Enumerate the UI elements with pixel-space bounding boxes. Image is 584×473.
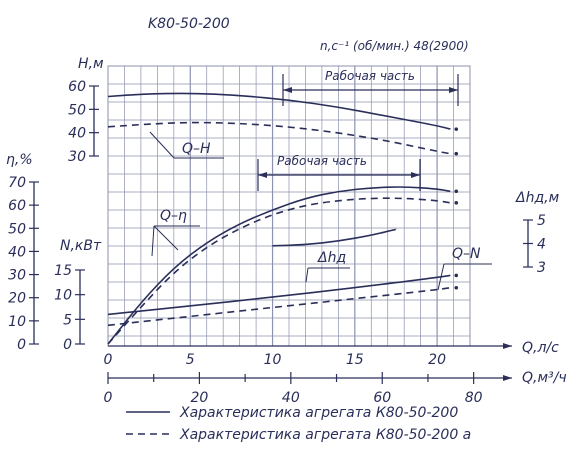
h-axis-tick-label: 60 bbox=[68, 79, 86, 95]
h-axis-tick-label: 40 bbox=[68, 126, 86, 142]
eta-axis-title: η,% bbox=[6, 152, 33, 168]
callout-dh-leader bbox=[305, 267, 309, 283]
callout-qeta-leader bbox=[153, 225, 179, 251]
npsh-axis-tick-label: 5 bbox=[537, 213, 546, 229]
working-zone-h-a-label: Рабочая часть bbox=[277, 154, 367, 168]
series-q-solid-line bbox=[107, 186, 451, 345]
eta-axis-tick-label: 50 bbox=[8, 221, 26, 237]
callout-qh-label: Q–H bbox=[182, 141, 211, 157]
callout-qn-label: Q–N bbox=[452, 246, 481, 262]
h-axis-tick-label: 30 bbox=[68, 149, 86, 165]
callout-qn-leader bbox=[437, 263, 445, 291]
working-zone-h-arrow-left bbox=[283, 87, 292, 93]
chart-curves bbox=[107, 92, 459, 345]
series-end-point bbox=[454, 189, 459, 194]
x-axis-m3h-tick-label: 20 bbox=[191, 390, 209, 406]
series-qn-solid-line bbox=[107, 274, 451, 316]
working-zone-h-a-arrow-left bbox=[258, 172, 267, 178]
npsh-axis-title: Δhд,м bbox=[515, 190, 560, 206]
x-axis-m3h-arrow bbox=[503, 375, 512, 381]
working-zone-h-a-arrow-right bbox=[411, 172, 420, 178]
eta-axis-tick-label: 20 bbox=[8, 291, 26, 307]
speed-label: n,c⁻¹ (об/мин.) 48(2900) bbox=[320, 39, 469, 53]
x-axis-m3h-tick-label: 40 bbox=[282, 390, 300, 406]
series-qh-solid-line bbox=[107, 92, 452, 130]
callout-qeta-label: Q–η bbox=[160, 208, 187, 224]
n-axis-tick-label: 10 bbox=[54, 288, 72, 304]
n-axis-tick-label: 5 bbox=[63, 312, 72, 328]
chart-legend: Характеристика агрегата К80-50-200 Характ… bbox=[126, 405, 471, 443]
callout-qh-leader bbox=[149, 131, 175, 159]
eta-axis-tick-label: 30 bbox=[8, 268, 26, 284]
npsh-axis-tick-label: 4 bbox=[537, 237, 546, 253]
h-axis-title: H,м bbox=[78, 56, 104, 72]
chart-labels: K80-50-200 n,c⁻¹ (об/мин.) 48(2900) H,м η,%… bbox=[6, 16, 567, 386]
series-end-point bbox=[454, 127, 459, 131]
callout-qeta-leader bbox=[151, 225, 155, 257]
callout-dh-label: Δhд bbox=[317, 250, 346, 266]
x-axis-ls-tick-label: 0 bbox=[104, 352, 113, 368]
x-axis-m3h-tick-label: 0 bbox=[104, 390, 113, 406]
eta-axis-tick-label: 10 bbox=[8, 314, 26, 330]
n-axis-tick-label: 15 bbox=[54, 263, 72, 279]
n-axis-tick-label: 0 bbox=[63, 337, 72, 353]
x-axis-ls-tick-label: 15 bbox=[346, 352, 364, 368]
x-axis-m3h-title: Q,м³/ч bbox=[522, 370, 567, 386]
x-axis-ls-tick-label: 10 bbox=[264, 352, 282, 368]
eta-axis-tick-label: 60 bbox=[8, 198, 26, 214]
series-qh-dashed-line bbox=[107, 121, 451, 155]
series-end-point bbox=[454, 151, 459, 156]
x-axis-ls-title: Q,л/с bbox=[522, 340, 559, 356]
x-axis-m3h-tick-label: 80 bbox=[465, 390, 483, 406]
x-axis-ls-arrow bbox=[503, 343, 512, 349]
series-end-point bbox=[454, 273, 459, 278]
eta-axis-tick-label: 40 bbox=[8, 244, 26, 260]
legend-text-dashed: Характеристика агрегата К80-50-200 а bbox=[179, 427, 471, 443]
h-axis-tick-label: 50 bbox=[68, 102, 86, 118]
npsh-axis-tick-label: 3 bbox=[537, 260, 546, 276]
series-end-point bbox=[454, 285, 459, 290]
chart-grid bbox=[107, 65, 471, 347]
working-zones: Рабочая часть Рабочая часть bbox=[257, 69, 459, 191]
x-axis-ls-tick-label: 20 bbox=[428, 352, 446, 368]
n-axis-title: N,кВт bbox=[60, 238, 102, 254]
working-zone-h-label: Рабочая часть bbox=[325, 69, 415, 83]
x-axis-ls-tick-label: 5 bbox=[186, 352, 195, 368]
legend-text-solid: Характеристика агрегата К80-50-200 bbox=[179, 405, 458, 421]
series-q-dashed-line bbox=[107, 197, 452, 345]
chart-title: K80-50-200 bbox=[148, 16, 230, 32]
eta-axis-tick-label: 0 bbox=[17, 337, 26, 353]
series-hд-solid-line bbox=[272, 228, 397, 247]
series-end-point bbox=[454, 201, 459, 205]
series-qn-dashed-line bbox=[107, 286, 452, 327]
working-zone-h-arrow-right bbox=[449, 87, 458, 93]
x-axis-m3h-tick-label: 60 bbox=[373, 390, 391, 406]
eta-axis-tick-label: 70 bbox=[8, 175, 26, 191]
